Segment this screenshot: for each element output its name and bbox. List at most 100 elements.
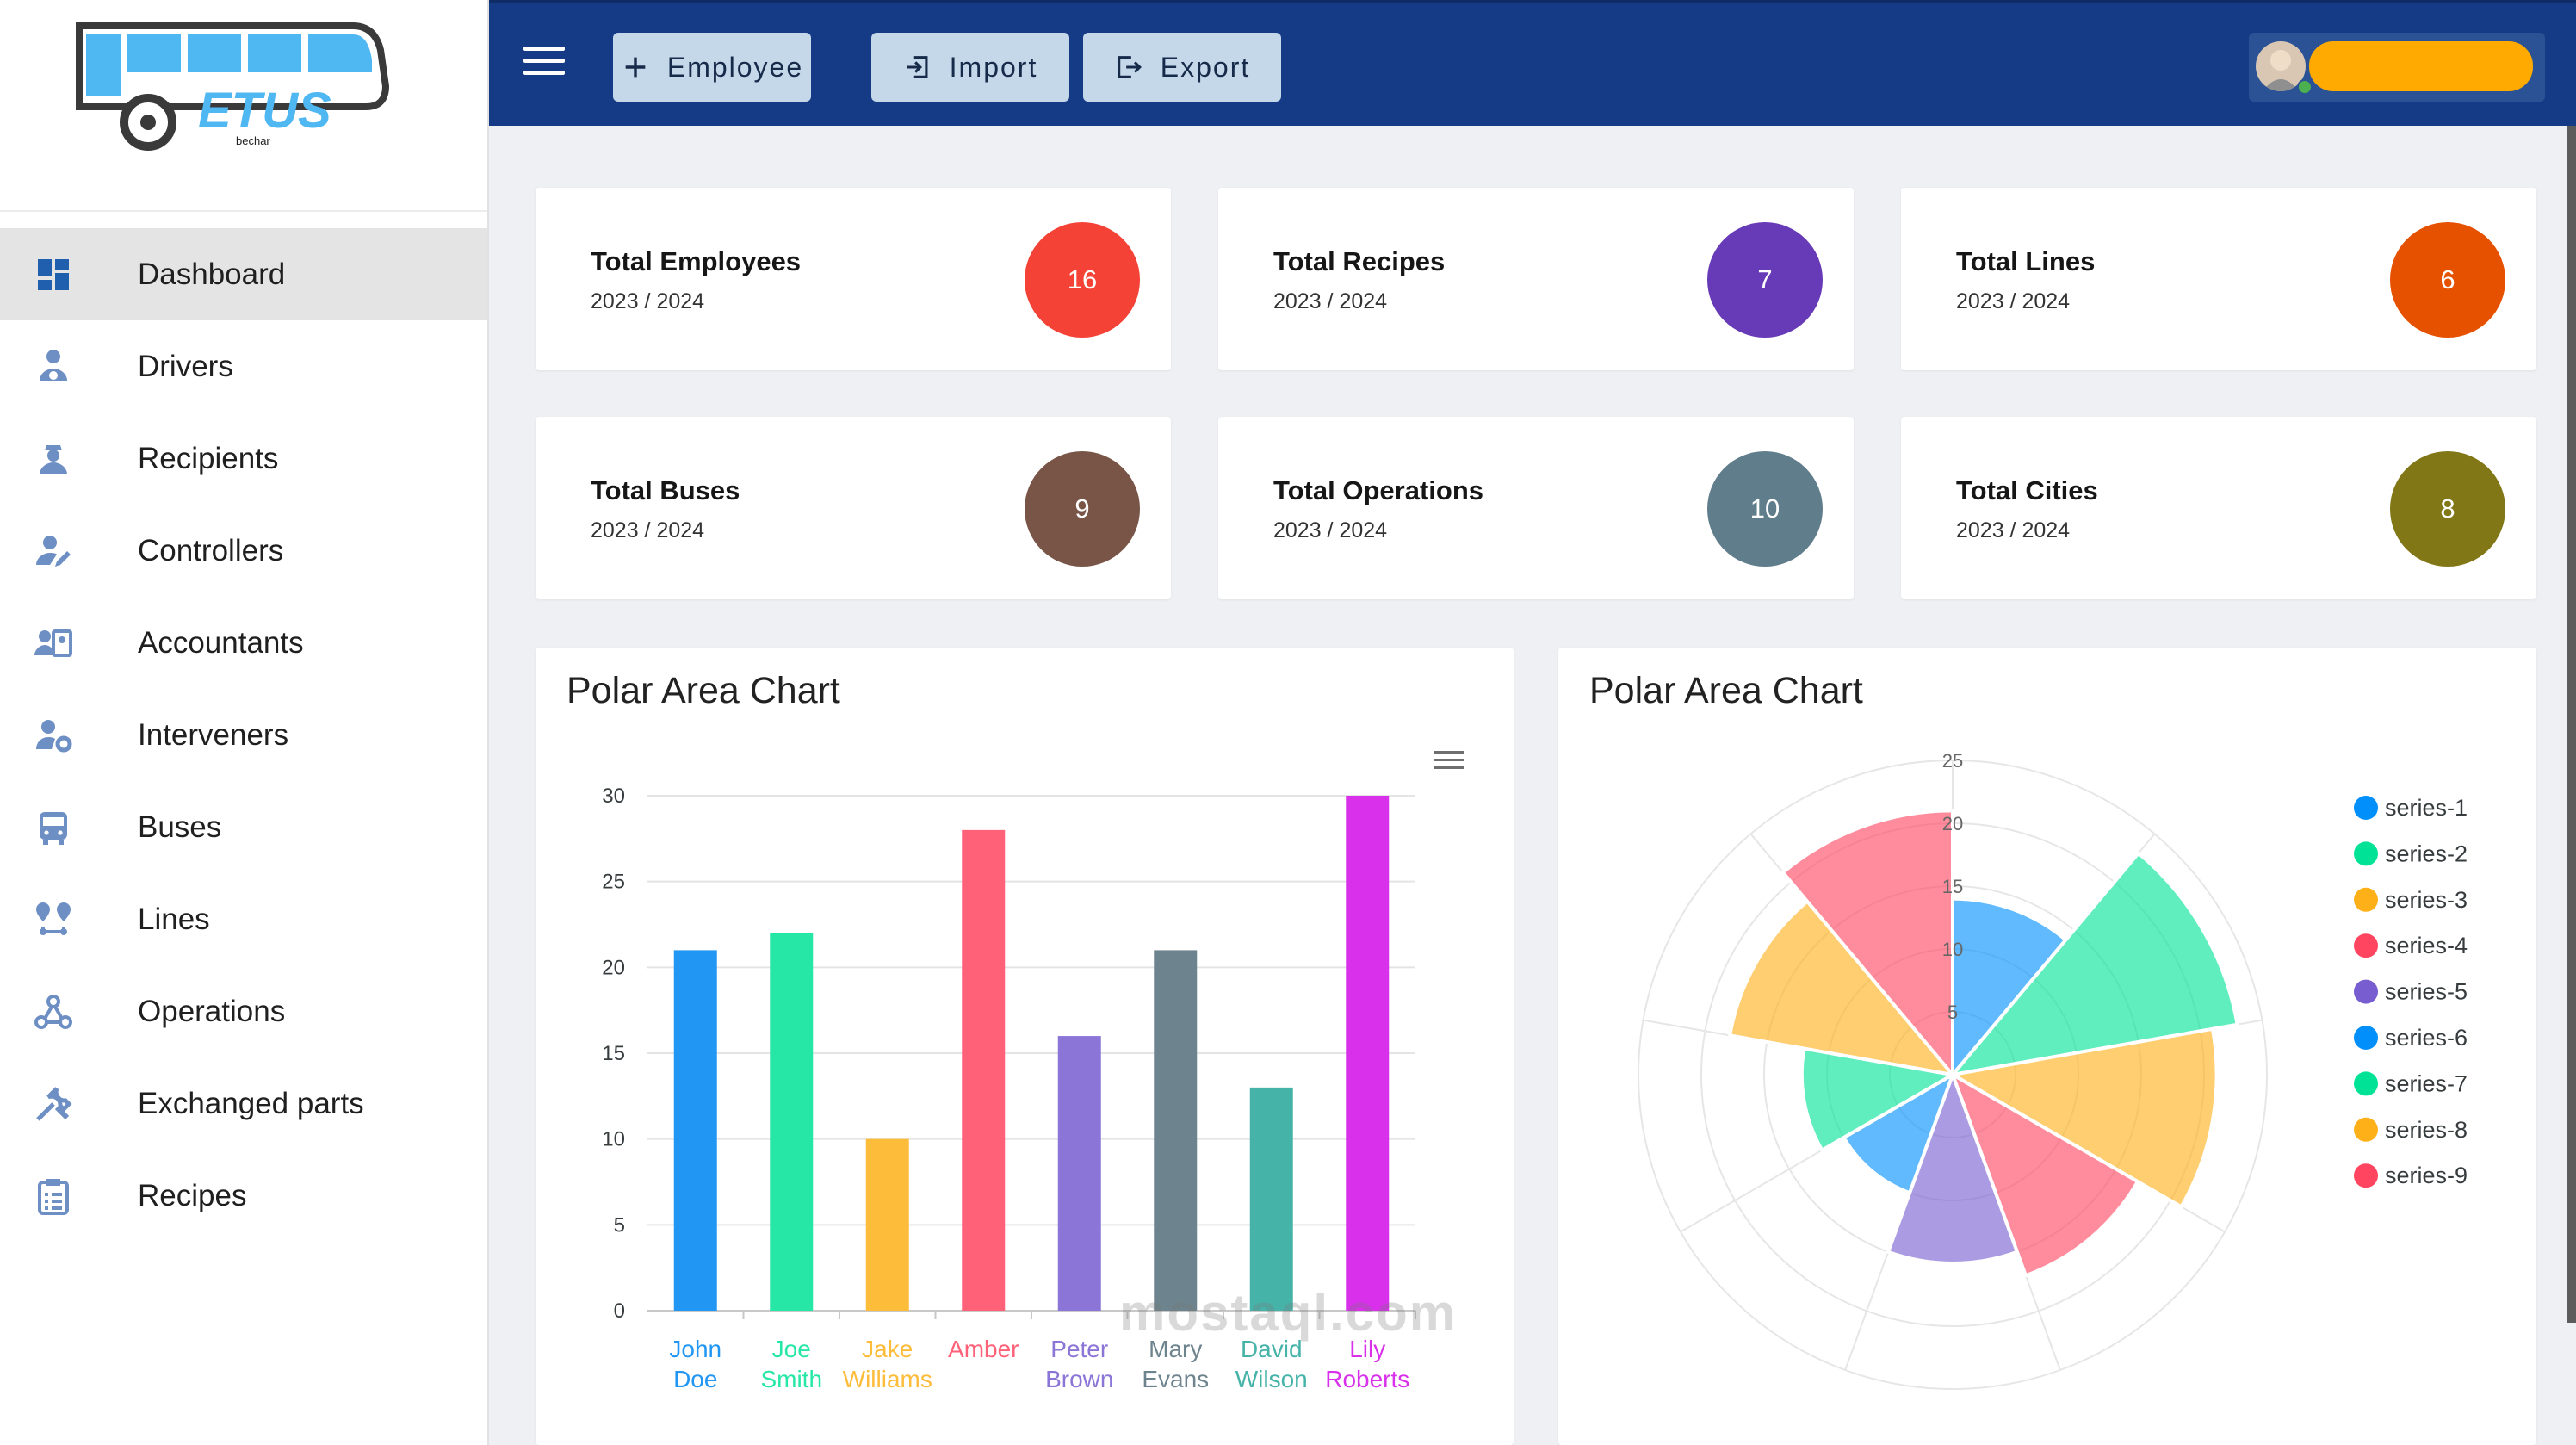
bar-4 [1057,1036,1101,1311]
route-icon [0,873,138,965]
stat-count-badge: 16 [1025,222,1140,338]
stat-title: Total Recipes [1273,246,1446,276]
sidebar-item-label: Lines [138,902,210,936]
legend-marker [2354,1071,2378,1096]
x-tick-label: Lily [1349,1336,1385,1362]
bar-3 [962,829,1006,1311]
logo-text: ETUS [198,83,331,139]
polar-slice-series-3 [1947,1026,2219,1210]
polar-chart-card: Polar Area Chart 5 10 15 20 25 series-1 series… [1558,648,2536,1445]
add-employee-label: Employee [666,51,804,83]
sidebar-item-label: Drivers [138,349,233,383]
stat-card-total-recipes[interactable]: Total Recipes 2023 / 2024 7 [1218,188,1854,370]
bus-icon [0,781,138,873]
y-tick-label: 10 [602,1128,625,1151]
stat-card-total-cities[interactable]: Total Cities 2023 / 2024 8 [1901,417,2536,599]
hamburger-menu-icon[interactable] [523,47,565,81]
sidebar-item-controllers[interactable]: Controllers [0,505,487,597]
worker-icon [0,412,138,505]
sidebar-item-recipes[interactable]: Recipes [0,1150,487,1242]
stat-title: Total Lines [1956,246,2096,276]
import-label: Import [949,51,1038,83]
legend-label: series-2 [2385,840,2468,866]
stat-title: Total Operations [1273,475,1484,505]
legend-marker [2354,1163,2378,1188]
plus-icon [625,57,646,78]
x-tick-label: Joe [772,1336,811,1362]
sidebar-item-recipients[interactable]: Recipients [0,412,487,505]
x-tick-label: Brown [1045,1366,1113,1392]
stat-count-badge: 7 [1707,222,1823,338]
stat-count-badge: 9 [1025,451,1140,567]
x-tick-label: Wilson [1235,1366,1308,1392]
add-employee-button[interactable]: Employee [613,33,811,102]
bar-chart: 0 5 10 15 20 25 30 John Doe Joe Smith Jake Williams A… [602,785,1416,1392]
polar-slice-series-2 [1947,850,2240,1077]
legend-label: series-7 [2385,1070,2468,1096]
tools-icon [0,1057,138,1150]
bar-chart-title: Polar Area Chart [567,670,840,711]
x-tick-label: Evans [1142,1366,1209,1392]
sidebar-item-buses[interactable]: Buses [0,781,487,873]
sidebar-item-label: Buses [138,809,222,844]
polar-slice-series-4 [1949,1070,2140,1278]
legend-label: series-6 [2385,1025,2468,1051]
legend-label: series-3 [2385,887,2468,913]
webhook-icon [0,965,138,1057]
y-tick-label: 30 [602,785,625,808]
sidebar-item-exchanged-parts[interactable]: Exchanged parts [0,1057,487,1150]
radial-tick-label: 5 [1947,1002,1958,1023]
legend-label: series-4 [2385,933,2468,958]
etus-logo[interactable]: ETUS bechar [69,17,396,164]
stat-card-total-employees[interactable]: Total Employees 2023 / 2024 16 [536,188,1171,370]
sidebar-item-operations[interactable]: Operations [0,965,487,1057]
polar-chart-title: Polar Area Chart [1589,670,1863,711]
page-scrollbar[interactable] [2567,126,2576,1323]
legend-marker [2354,979,2378,1004]
user-edit-icon [0,505,138,597]
export-icon [1117,56,1142,78]
radial-tick-label: 25 [1942,750,1963,772]
polar-slice-series-7 [1799,1046,1958,1153]
id-card-icon [0,597,138,689]
x-tick-label: David [1241,1336,1303,1362]
import-icon [906,56,928,78]
sidebar-nav: Dashboard Drivers Recipients Controllers Acc… [0,228,487,1242]
user-gear-icon [0,689,138,781]
stat-title: Total Cities [1956,475,2098,505]
bar-chart-card: Polar Area Chart 0 5 10 15 20 25 30 John Doe Joe S… [536,648,1514,1445]
import-button[interactable]: Import [871,33,1069,102]
radial-tick-label: 10 [1942,939,1963,960]
sidebar-item-lines[interactable]: Lines [0,873,487,965]
y-tick-label: 5 [614,1213,625,1237]
sidebar-item-dashboard[interactable]: Dashboard [0,228,487,320]
stat-count-badge: 6 [2390,222,2505,338]
stat-title: Total Buses [591,475,740,505]
sidebar-item-drivers[interactable]: Drivers [0,320,487,412]
legend-label: series-1 [2385,795,2468,821]
export-button[interactable]: Export [1083,33,1281,102]
legend-label: series-5 [2385,979,2468,1005]
sidebar-item-label: Operations [138,994,286,1028]
sidebar-item-label: Recipients [138,441,279,475]
y-tick-label: 0 [614,1299,625,1323]
polar-slice-series-9 [1780,809,1954,1080]
sidebar-item-interveners[interactable]: Interveners [0,689,487,781]
stat-title: Total Employees [591,246,802,276]
legend-marker [2354,1117,2378,1142]
sidebar-item-label: Dashboard [138,257,286,291]
stat-period: 2023 / 2024 [591,518,705,543]
sidebar-item-accountants[interactable]: Accountants [0,597,487,689]
sidebar-item-label: Controllers [138,533,284,567]
stat-card-total-lines[interactable]: Total Lines 2023 / 2024 6 [1901,188,2536,370]
stat-card-total-buses[interactable]: Total Buses 2023 / 2024 9 [536,417,1171,599]
sidebar-divider [0,210,487,212]
legend-label: series-8 [2385,1117,2468,1143]
chart-menu-icon[interactable] [1434,751,1464,772]
polar-area-chart: 5 10 15 20 25 series-1 series-2 series-3 series-… [1638,750,2468,1390]
export-label: Export [1160,51,1251,83]
stat-period: 2023 / 2024 [1956,518,2071,543]
stat-card-total-operations[interactable]: Total Operations 2023 / 2024 10 [1218,417,1854,599]
x-tick-label: Peter [1050,1336,1108,1362]
user-menu[interactable] [2249,33,2545,102]
